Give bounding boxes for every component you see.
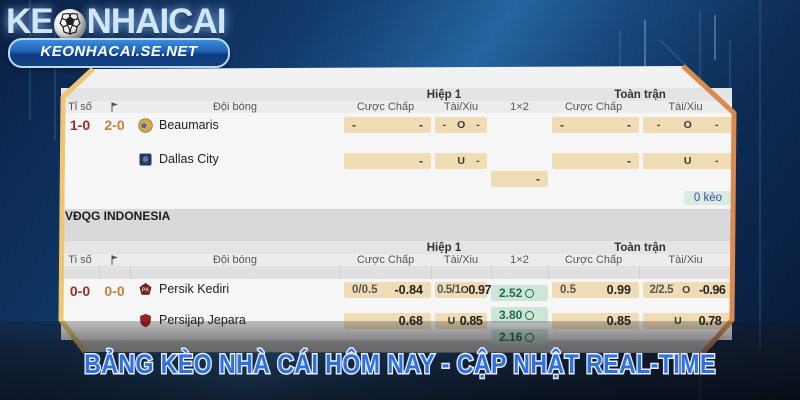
svg-text:PK: PK [142, 287, 150, 293]
